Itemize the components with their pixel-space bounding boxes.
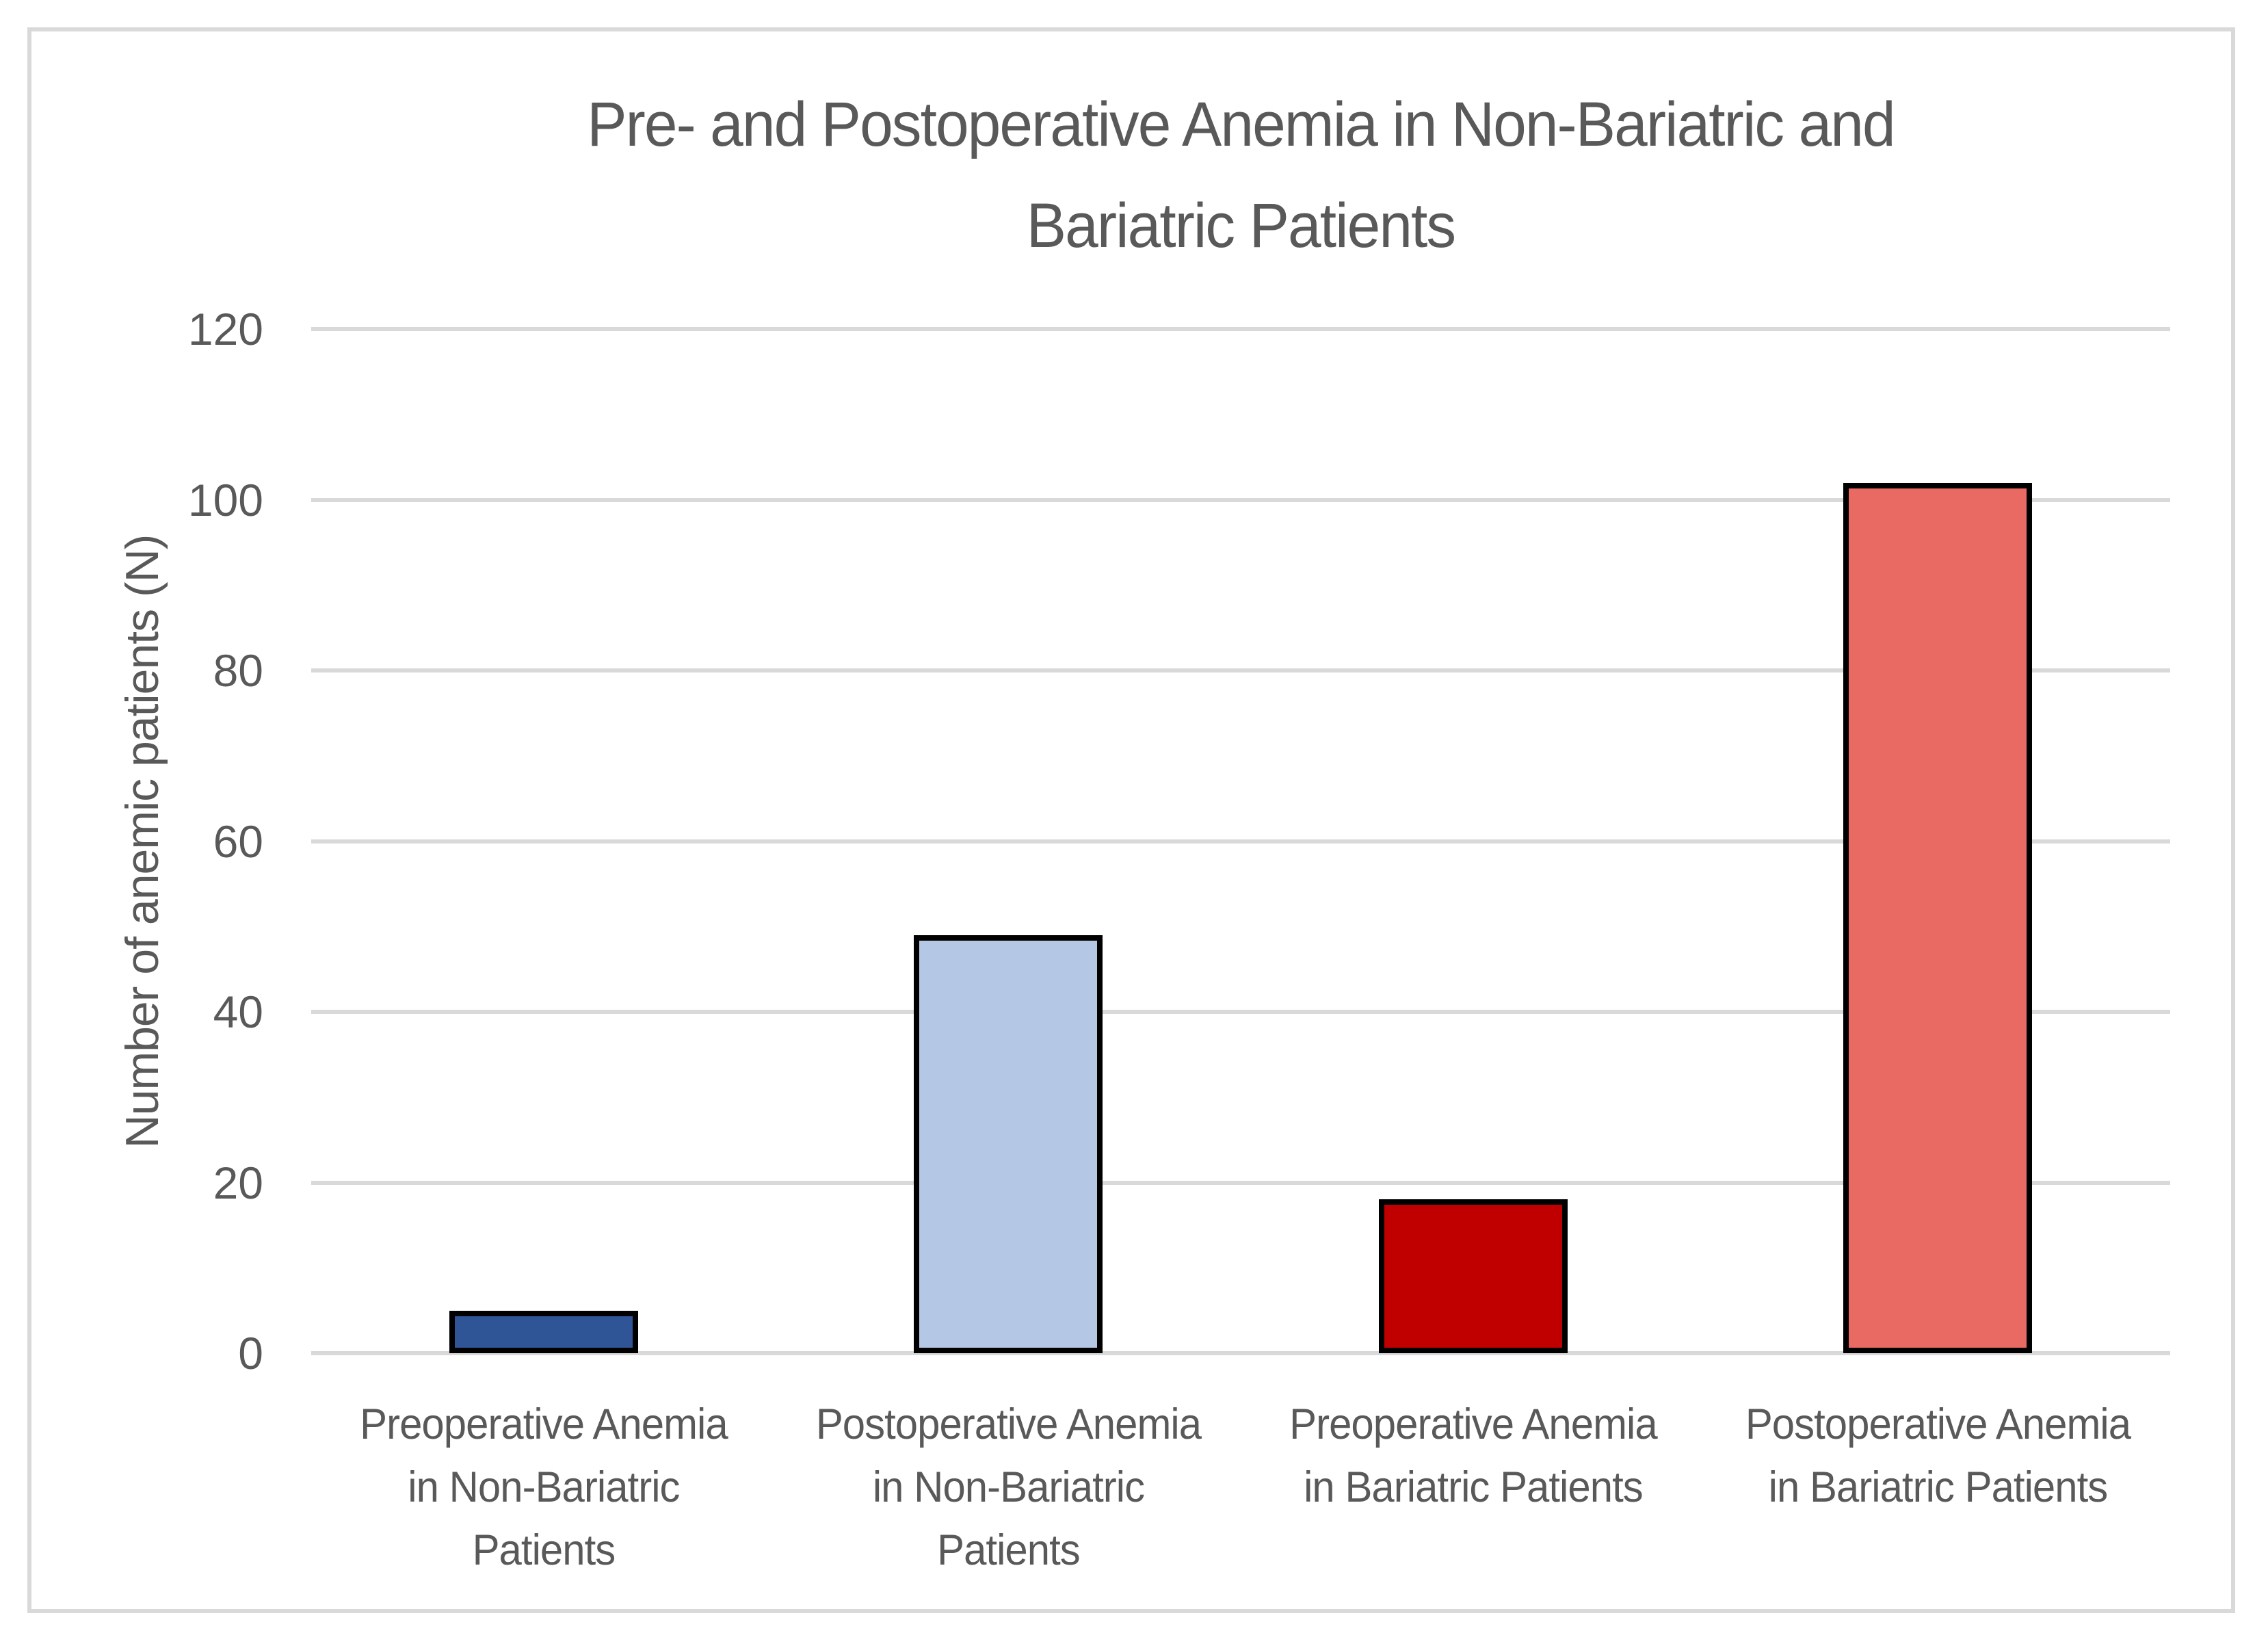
- y-tick-label-80: 80: [213, 645, 263, 696]
- gridline-60: [311, 839, 2170, 844]
- chart-title-line-2: Bariatric Patients: [1026, 191, 1456, 261]
- bar-1: [449, 1310, 638, 1353]
- bar-4: [1843, 482, 2033, 1353]
- category-label-line: Postoperative Anemia: [815, 1400, 1202, 1448]
- category-label-line: in Bariatric Patients: [1768, 1463, 2108, 1511]
- category-label-3: Preoperative Anemia in Bariatric Patients: [1241, 1393, 1706, 1519]
- category-label-text: Postoperative Anemia in Bariatric Patient…: [1745, 1393, 2131, 1519]
- gridline-40: [311, 1010, 2170, 1014]
- chart-title-line-1: Pre- and Postoperative Anemia in Non-Bar…: [587, 90, 1895, 159]
- y-tick-label-0: 0: [238, 1328, 263, 1379]
- category-label-line: Preoperative Anemia: [359, 1400, 728, 1448]
- gridline-20: [311, 1180, 2170, 1185]
- y-tick-label-40: 40: [213, 987, 263, 1037]
- category-label-line: in Non-Bariatric: [872, 1463, 1145, 1511]
- category-label-line: in Non-Bariatric: [408, 1463, 680, 1511]
- category-label-line: Preoperative Anemia: [1289, 1400, 1658, 1448]
- gridline-120: [311, 327, 2170, 331]
- bar-2: [914, 935, 1103, 1353]
- bar-3: [1378, 1199, 1568, 1353]
- category-label-line: Patients: [936, 1526, 1081, 1574]
- y-tick-label-20: 20: [213, 1157, 263, 1208]
- y-tick-label-100: 100: [187, 474, 263, 525]
- category-label-2: Postoperative Anemia in Non-Bariatric Pati…: [776, 1393, 1241, 1582]
- gridline-100: [311, 497, 2170, 502]
- category-label-line: Postoperative Anemia: [1745, 1400, 2131, 1448]
- chart-title: Pre- and Postoperative Anemia in Non-Bar…: [358, 74, 2124, 276]
- category-label-text: Preoperative Anemia in Bariatric Patients: [1289, 1393, 1658, 1519]
- category-label-1: Preoperative Anemia in Non-Bariatric Patie…: [311, 1393, 776, 1582]
- gridline-0: [311, 1351, 2170, 1355]
- category-label-4: Postoperative Anemia in Bariatric Patient…: [1706, 1393, 2171, 1519]
- gridline-80: [311, 668, 2170, 672]
- y-tick-label-120: 120: [187, 304, 263, 354]
- plot-area: [311, 327, 2170, 1355]
- y-tick-label-60: 60: [213, 815, 263, 867]
- category-label-text: Preoperative Anemia in Non-Bariatric Patie…: [360, 1393, 728, 1582]
- category-label-line: in Bariatric Patients: [1303, 1463, 1644, 1511]
- category-label-line: Patients: [472, 1526, 616, 1574]
- category-label-text: Postoperative Anemia in Non-Bariatric Pati…: [815, 1393, 1202, 1582]
